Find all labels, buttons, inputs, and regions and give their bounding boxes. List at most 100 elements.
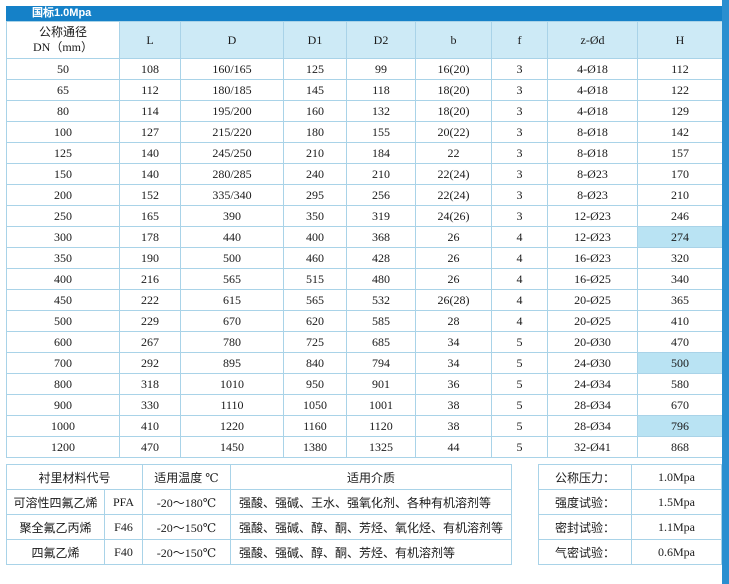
material-header-row: 衬里材料代号 适用温度 ℃ 适用介质 — [5, 464, 513, 490]
material-temp-cell: -20～150℃ — [142, 514, 232, 540]
column-header: H — [637, 21, 723, 59]
column-header: D — [180, 21, 284, 59]
spec-value-cell: 112 — [637, 58, 723, 80]
material-row: 可溶性四氟乙烯 PFA -20～180℃ 强酸、强碱、王水、强氧化剂、各种有机溶剂等 — [6, 489, 513, 515]
spec-row: 125 140 245/250 210 184 22 3 8-Ø18 157 — [6, 142, 723, 164]
material-temp-cell: -20～180℃ — [142, 489, 232, 515]
spec-row: 500 229 670 620 585 28 4 20-Ø25 410 — [6, 310, 723, 332]
spec-row: 1000 410 1220 1160 1120 38 5 28-Ø34 796 — [6, 415, 723, 437]
spec-value-cell: 170 — [637, 163, 723, 185]
spec-value-cell: 365 — [637, 289, 723, 311]
dn-value-cell: 350 — [6, 247, 120, 269]
spec-value-cell: 216 — [119, 268, 181, 290]
spec-value-cell: 565 — [180, 268, 284, 290]
material-media-cell: 强酸、强碱、王水、强氧化剂、各种有机溶剂等 — [230, 489, 513, 515]
spec-value-cell: 1050 — [283, 394, 347, 416]
spec-value-cell: 38 — [415, 394, 492, 416]
spec-value-cell: 8-Ø23 — [547, 163, 638, 185]
dn-value-cell: 125 — [6, 142, 120, 164]
spec-value-cell: 350 — [283, 205, 347, 227]
pressure-value-cell: 1.1Mpa — [631, 514, 722, 540]
dn-value-cell: 400 — [6, 268, 120, 290]
spec-value-cell: 114 — [119, 100, 181, 122]
dn-value-cell: 250 — [6, 205, 120, 227]
spec-value-cell: 157 — [637, 142, 723, 164]
spec-value-cell: 1010 — [180, 373, 284, 395]
column-header: f — [491, 21, 548, 59]
dn-value-cell: 800 — [6, 373, 120, 395]
dn-value-cell: 700 — [6, 352, 120, 374]
spec-value-cell: 112 — [119, 79, 181, 101]
spec-value-cell: 28 — [415, 310, 492, 332]
spec-row: 80 114 195/200 160 132 18(20) 3 4-Ø18 129 — [6, 100, 723, 122]
spec-value-cell: 480 — [346, 268, 416, 290]
spec-value-cell: 20-Ø25 — [547, 310, 638, 332]
spec-value-cell: 26 — [415, 247, 492, 269]
spec-value-cell: 3 — [491, 100, 548, 122]
spec-value-cell: 1160 — [283, 415, 347, 437]
spec-value-cell: 118 — [346, 79, 416, 101]
spec-value-cell: 5 — [491, 352, 548, 374]
spec-value-cell: 256 — [346, 184, 416, 206]
pressure-value-cell: 1.5Mpa — [631, 489, 722, 515]
spec-row: 65 112 180/185 145 118 18(20) 3 4-Ø18 122 — [6, 79, 723, 101]
spec-value-cell: 840 — [283, 352, 347, 374]
spec-value-cell: 240 — [283, 163, 347, 185]
spec-value-cell: 390 — [180, 205, 284, 227]
spec-value-cell: 122 — [637, 79, 723, 101]
spec-row: 900 330 1110 1050 1001 38 5 28-Ø34 670 — [6, 394, 723, 416]
spec-value-cell: 4 — [491, 289, 548, 311]
spec-value-cell: 4 — [491, 310, 548, 332]
spec-value-cell: 44 — [415, 436, 492, 458]
spec-value-cell: 26 — [415, 226, 492, 248]
spec-value-cell: 428 — [346, 247, 416, 269]
spec-value-cell: 28-Ø34 — [547, 415, 638, 437]
spec-value-cell: 368 — [346, 226, 416, 248]
spec-value-cell: 950 — [283, 373, 347, 395]
spec-value-cell: 132 — [346, 100, 416, 122]
title-bar: 国标1.0Mpa — [6, 6, 722, 21]
page-title: 国标1.0Mpa — [32, 7, 92, 19]
spec-value-cell: 868 — [637, 436, 723, 458]
pressure-row: 密封试验： 1.1Mpa — [538, 514, 722, 540]
dn-value-cell: 1000 — [6, 415, 120, 437]
spec-value-cell: 24(26) — [415, 205, 492, 227]
column-header: D1 — [283, 21, 347, 59]
spec-value-cell: 515 — [283, 268, 347, 290]
pressure-row: 气密试验： 0.6Mpa — [538, 539, 722, 565]
spec-value-cell: 16-Ø23 — [547, 247, 638, 269]
spec-value-cell: 340 — [637, 268, 723, 290]
spec-value-cell: 8-Ø18 — [547, 121, 638, 143]
spec-value-cell: 22 — [415, 142, 492, 164]
dn-value-cell: 200 — [6, 184, 120, 206]
material-code-cell: F46 — [103, 514, 144, 540]
spec-value-cell: 3 — [491, 163, 548, 185]
spec-value-cell: 125 — [283, 58, 347, 80]
spec-value-cell: 8-Ø18 — [547, 142, 638, 164]
spec-value-cell: 18(20) — [415, 100, 492, 122]
dn-value-cell: 1200 — [6, 436, 120, 458]
dn-column-header: 公称通径 DN（mm） — [6, 21, 120, 59]
spec-value-cell: 18(20) — [415, 79, 492, 101]
spec-value-cell: 5 — [491, 394, 548, 416]
spec-value-cell: 295 — [283, 184, 347, 206]
spec-value-cell: 470 — [119, 436, 181, 458]
spec-row: 450 222 615 565 532 26(28) 4 20-Ø25 365 — [6, 289, 723, 311]
pressure-value-cell: 1.0Mpa — [631, 464, 722, 490]
spec-value-cell: 142 — [637, 121, 723, 143]
spec-value-cell: 245/250 — [180, 142, 284, 164]
spec-value-cell: 20(22) — [415, 121, 492, 143]
spec-value-cell: 901 — [346, 373, 416, 395]
pressure-row: 公称压力： 1.0Mpa — [538, 464, 722, 490]
spec-row: 700 292 895 840 794 34 5 24-Ø30 500 — [6, 352, 723, 374]
spec-value-cell: 24-Ø34 — [547, 373, 638, 395]
spec-value-cell: 20-Ø30 — [547, 331, 638, 353]
spec-value-cell: 4-Ø18 — [547, 79, 638, 101]
column-header: b — [415, 21, 492, 59]
spec-value-cell: 34 — [415, 331, 492, 353]
spec-row: 50 108 160/165 125 99 16(20) 3 4-Ø18 112 — [6, 58, 723, 80]
dn-value-cell: 80 — [6, 100, 120, 122]
spec-value-cell: 292 — [119, 352, 181, 374]
dn-value-cell: 500 — [6, 310, 120, 332]
spec-value-cell: 532 — [346, 289, 416, 311]
